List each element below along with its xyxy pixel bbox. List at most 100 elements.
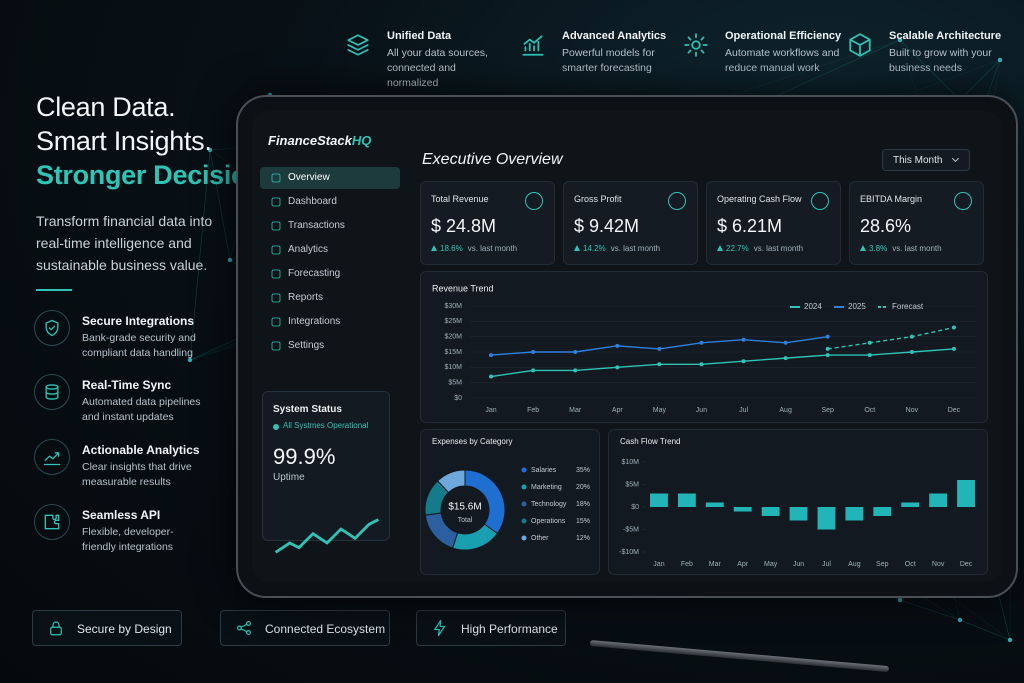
kpi-note: vs. last month	[892, 244, 942, 253]
period-select[interactable]: This Month	[882, 149, 970, 171]
screen: FinanceStackHQ Overview Dashboard Transacti…	[252, 111, 1002, 582]
bar	[650, 493, 668, 507]
legend-dot	[521, 467, 527, 473]
legend-label: 2025	[848, 302, 866, 311]
kpi-change: 22.7% vs. last month	[717, 244, 803, 253]
panel	[420, 271, 988, 423]
status-state: All Systmes Operational	[283, 421, 369, 430]
kpi-value: 28.6%	[860, 216, 912, 236]
nav-item[interactable]: Forecasting	[260, 263, 400, 285]
nav-item[interactable]: Integrations	[260, 311, 400, 333]
bar	[705, 502, 724, 507]
legend-label: Operations	[531, 518, 566, 525]
x-tick-label: Jun	[793, 561, 804, 568]
point	[615, 343, 620, 348]
y-tick-label: $10M	[621, 459, 639, 466]
icon	[434, 619, 446, 637]
point	[867, 353, 872, 358]
icon	[271, 173, 281, 183]
status-dot	[273, 424, 279, 430]
kpi-title: EBITDA Margin	[860, 194, 923, 204]
kpi-value: $ 9.42M	[574, 216, 640, 236]
status-title: System Status	[273, 404, 342, 415]
nav-item[interactable]: Dashboard	[260, 191, 400, 213]
status-label: Uptime	[273, 472, 305, 483]
donut-center-label: Total	[458, 517, 473, 524]
content-title: Executive Overview	[422, 151, 563, 168]
kpi-change-value: 18.6%	[440, 244, 463, 253]
kpi-card: Operating Cash Flow $ 6.21M 22.7% vs. last …	[706, 181, 841, 265]
divider	[36, 289, 72, 291]
point	[909, 334, 914, 339]
period-text: This Month	[893, 155, 943, 166]
icon	[684, 33, 708, 57]
nav-item[interactable]: Overview	[260, 167, 400, 189]
nav-item[interactable]: Analytics	[260, 239, 400, 261]
nav-item[interactable]: Transactions	[260, 215, 400, 237]
panel	[420, 429, 600, 575]
hero-subtitle: Transform financial data into real-time …	[36, 213, 213, 273]
y-tick-label: $10M	[444, 364, 462, 371]
x-tick-label: Mar	[709, 561, 722, 568]
icon	[271, 341, 281, 351]
feature-text: Powerful models for smarter forecasting	[562, 47, 655, 74]
x-tick-label: Apr	[737, 561, 749, 568]
feature-title: Seamless API	[82, 508, 161, 522]
badge-text: High Performance	[461, 622, 558, 636]
y-tick-label: $20M	[444, 334, 462, 341]
feature-title: Advanced Analytics	[562, 30, 667, 42]
point	[615, 365, 620, 370]
y-tick-label: $5M	[625, 481, 639, 488]
x-tick-label: May	[764, 561, 778, 568]
nav-label: Settings	[288, 340, 325, 351]
nav-item[interactable]: Settings	[260, 335, 400, 357]
icon	[274, 518, 379, 554]
series-line	[827, 326, 955, 350]
x-tick-label: Apr	[612, 407, 624, 414]
feature-text: Built to grow with your business needs	[889, 47, 992, 74]
value-label: 35%	[576, 467, 590, 474]
y-tick-label: $0	[631, 504, 639, 511]
point	[951, 325, 956, 330]
status-card: System Status All Systmes Operational 99.9…	[262, 391, 390, 554]
x-tick-label: Jan	[485, 407, 496, 414]
kpi-change: 18.6% vs. last month	[431, 244, 517, 253]
feature-text: Clear insights that drive measurable res…	[82, 461, 192, 488]
icon	[237, 621, 251, 635]
point	[573, 350, 578, 354]
feature-title: Real-Time Sync	[82, 378, 172, 392]
x-tick-label: Jul	[822, 561, 831, 568]
kpi-change-value: 22.7%	[726, 244, 749, 253]
nav-label: Reports	[288, 292, 324, 303]
bar	[733, 507, 752, 512]
bar	[957, 480, 975, 507]
legend-dot	[521, 501, 527, 507]
point	[867, 340, 872, 345]
x-tick-label: Nov	[906, 407, 919, 414]
kpi-card: EBITDA Margin 28.6% 3.8% vs. last month	[849, 181, 984, 265]
badge-text: Secure by Design	[77, 622, 172, 636]
x-tick-label: Nov	[932, 561, 945, 568]
hero-line: Smart Insights.	[36, 126, 212, 156]
donut-segment	[436, 469, 466, 494]
point	[657, 362, 662, 367]
series-line	[490, 335, 828, 356]
badge-text: Connected Ecosystem	[265, 622, 386, 636]
point	[531, 368, 536, 373]
y-tick-label: -$5M	[623, 526, 639, 533]
feature-icon-ring	[34, 439, 70, 475]
kpi-icon	[668, 192, 686, 210]
tablet: FinanceStackHQ Overview Dashboard Transacti…	[236, 95, 1018, 598]
kpi-card: Gross Profit $ 9.42M 14.2% vs. last month	[563, 181, 698, 265]
y-tick-label: $5M	[448, 380, 462, 387]
point	[825, 353, 830, 358]
x-tick-label: Mar	[569, 407, 582, 414]
kpi-note: vs. last month	[610, 244, 661, 253]
x-tick-label: Aug	[779, 407, 792, 414]
badge: Connected Ecosystem	[220, 610, 390, 646]
y-tick-label: $30M	[444, 303, 462, 310]
nav-item[interactable]: Reports	[260, 287, 400, 309]
legend-label: 2024	[804, 302, 822, 311]
feature-icon-ring	[34, 310, 70, 346]
nav-label: Overview	[288, 172, 330, 183]
